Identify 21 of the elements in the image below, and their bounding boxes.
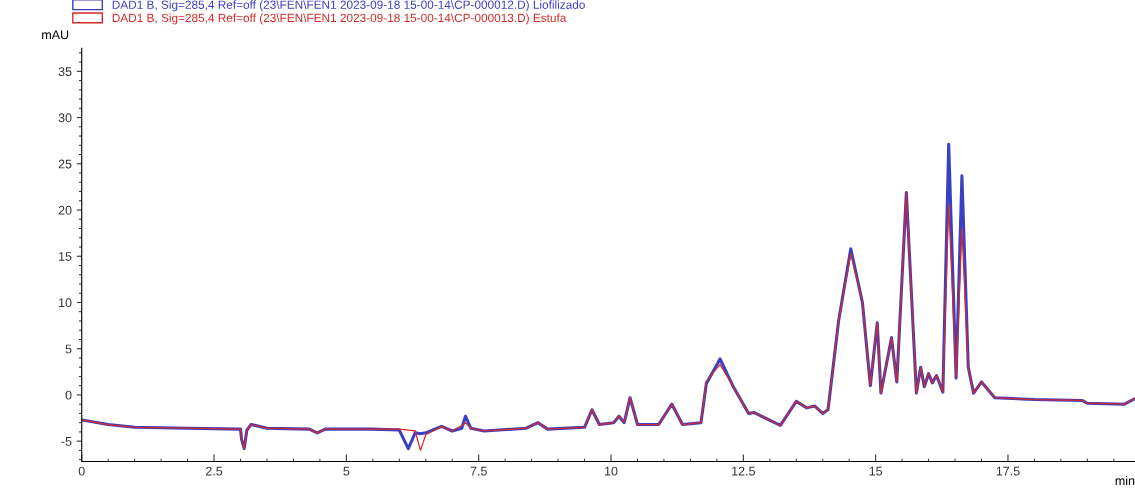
- x-tick-label: 17.5: [996, 466, 1020, 476]
- y-tick-label: 35: [58, 67, 72, 76]
- y-tick-label: 0: [65, 390, 72, 400]
- y-tick-label: 20: [58, 205, 72, 215]
- y-tick-label: 15: [59, 252, 72, 261]
- x-axis-title: min: [1115, 475, 1135, 486]
- y-tick-label: 30: [58, 113, 72, 123]
- legend-label: DAD1 B, Sig=285,4 Ref=off (23\FEN\FEN1 2023-09-18 15-00-14\CP-000013.D) Estufa: [112, 13, 567, 25]
- x-tick-label: 0: [78, 466, 85, 476]
- legend-label: DAD1 B, Sig=285,4 Ref=off (23\FEN\FEN1 2023-09-18 15-00-14\CP-000012.D) Liofilizado: [112, 0, 585, 12]
- y-tick-label: -5: [61, 437, 72, 446]
- y-tick-label: 5: [65, 344, 72, 354]
- x-tick-label: 2.5: [205, 466, 223, 476]
- x-tick-label: 7.5: [470, 466, 487, 476]
- y-tick-label: 10: [59, 298, 72, 308]
- y-tick-label: 25: [58, 159, 72, 169]
- y-axis-title: mAU: [42, 30, 69, 40]
- x-tick-label: 12.5: [732, 466, 755, 476]
- x-tick-label: 15: [869, 466, 883, 476]
- x-tick-label: 10: [605, 466, 618, 476]
- x-tick-label: 5: [343, 466, 350, 476]
